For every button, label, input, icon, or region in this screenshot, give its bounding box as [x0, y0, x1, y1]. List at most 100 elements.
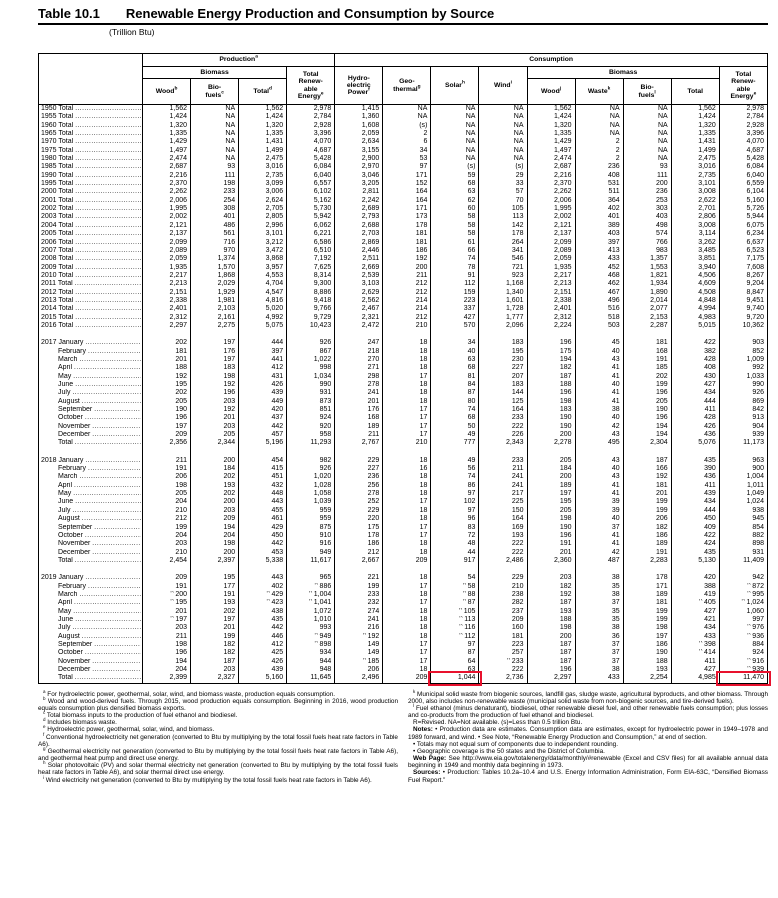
value-cell: 2,496 [334, 674, 384, 684]
value-cell: 233 [478, 456, 528, 466]
value-cell: 201 [141, 607, 192, 616]
value-cell: 2,217 [141, 271, 192, 281]
value-cell: 200 [382, 263, 432, 272]
value-cell: 1,890 [622, 288, 672, 297]
value-cell: 2,338 [526, 296, 576, 306]
value-cell: 41 [574, 372, 624, 381]
row-label: 1980 Total [38, 155, 143, 164]
value-cell: R 405 [670, 599, 720, 608]
row-label: April [38, 364, 143, 373]
value-cell: 223 [478, 640, 528, 650]
value-cell: 401 [574, 213, 624, 222]
value-cell: 436 [670, 473, 720, 482]
value-cell: 54 [430, 574, 480, 583]
value-cell: 2,454 [141, 556, 192, 566]
value-cell: 193 [190, 481, 240, 491]
value-cell: 197 [190, 615, 240, 625]
value-cell: 17 [382, 640, 432, 650]
page-title: Renewable Energy Production and Consumpt… [125, 6, 495, 21]
value-cell: 4,506 [670, 271, 720, 281]
value-cell: 425 [238, 649, 288, 658]
value-cell: 983 [622, 246, 672, 256]
dot-leader [75, 264, 141, 272]
value-cell: 2,356 [141, 439, 192, 448]
value-cell: R 116 [430, 624, 480, 633]
value-cell: 1,424 [141, 113, 192, 122]
row-label: September [38, 406, 143, 415]
table-row: 2009 Total1,9351,5703,9577,6252,66920078… [38, 263, 769, 272]
value-cell: 2,689 [334, 205, 384, 214]
row-label: 2005 Total [38, 230, 143, 239]
value-cell: 436 [670, 431, 720, 440]
dot-leader [75, 147, 141, 155]
value-cell: NA [382, 113, 432, 122]
row-label: March [38, 355, 143, 365]
value-cell: 4,547 [238, 288, 288, 297]
row-label: October [38, 649, 143, 658]
col-geothermal: Geo- thermalg [382, 66, 432, 105]
value-cell: 1,060 [718, 607, 769, 616]
value-cell: 1,728 [478, 305, 528, 314]
value-cell: 402 [238, 582, 288, 591]
value-cell: 209 [382, 674, 432, 684]
value-cell: 2,701 [670, 205, 720, 214]
value-cell: 3,472 [238, 246, 288, 256]
value-cell: 216 [334, 624, 384, 633]
value-cell: 182 [526, 582, 576, 591]
value-cell: 6,084 [718, 163, 769, 172]
table-row: 1970 Total1,429NA1,4314,0702,6346NANA1,4… [38, 138, 769, 147]
value-cell: 426 [238, 657, 288, 666]
table-row: December20920545795821117492262004319443… [38, 431, 769, 440]
value-cell: 1,935 [526, 263, 576, 272]
value-cell: 1,562 [141, 104, 192, 114]
value-cell: 274 [334, 607, 384, 616]
value-cell: 531 [574, 180, 624, 189]
value-cell: 41 [574, 540, 624, 549]
value-cell: 6,040 [286, 171, 336, 181]
dot-leader [75, 197, 141, 205]
value-cell: NA [478, 155, 528, 164]
value-cell: 2,806 [670, 213, 720, 222]
table-row: February18117639786721818401951754016838… [38, 347, 769, 356]
value-cell: 432 [238, 481, 288, 491]
value-cell: R 995 [718, 590, 769, 600]
value-cell: 397 [574, 238, 624, 247]
value-cell: 199 [334, 582, 384, 591]
value-cell: 4,848 [670, 296, 720, 306]
row-label: 2019 January [38, 574, 143, 583]
value-cell: 5,730 [286, 205, 336, 214]
dot-leader [94, 641, 141, 649]
value-cell: 206 [334, 666, 384, 675]
value-cell: 939 [718, 431, 769, 440]
value-cell: 998 [286, 364, 336, 373]
value-cell: 428 [670, 355, 720, 365]
value-cell: 236 [574, 163, 624, 172]
value-cell: 18 [382, 381, 432, 390]
value-cell: 18 [382, 666, 432, 675]
value-cell: 16 [382, 465, 432, 474]
table-row: 2002 Total1,9953082,7055,7302,6891716010… [38, 205, 769, 214]
value-cell: 41 [574, 389, 624, 398]
value-cell: 194 [526, 355, 576, 365]
value-cell: 168 [334, 414, 384, 423]
table-row: 2013 Total2,3381,9814,8169,4182,56221422… [38, 296, 769, 306]
value-cell: R 414 [670, 649, 720, 658]
value-cell: 205 [141, 397, 192, 407]
value-cell: 18 [382, 347, 432, 356]
value-cell: 5,196 [238, 439, 288, 448]
dot-leader [75, 255, 141, 263]
value-cell: 1,497 [526, 146, 576, 156]
value-cell: 18 [382, 624, 432, 633]
value-cell: 18 [382, 481, 432, 491]
value-cell: 467 [574, 288, 624, 297]
dot-leader [75, 289, 141, 297]
footnote: h Solar photovoltaic (PV) and solar ther… [38, 760, 398, 777]
value-cell: 37 [574, 640, 624, 650]
dot-leader [75, 155, 141, 163]
row-label: May [38, 607, 143, 616]
value-cell: 2,688 [334, 221, 384, 231]
col-total-biomass-consumption: Total [670, 78, 720, 105]
value-cell: 6,040 [718, 171, 769, 181]
value-cell: 193 [478, 531, 528, 541]
value-cell: NA [190, 155, 240, 164]
